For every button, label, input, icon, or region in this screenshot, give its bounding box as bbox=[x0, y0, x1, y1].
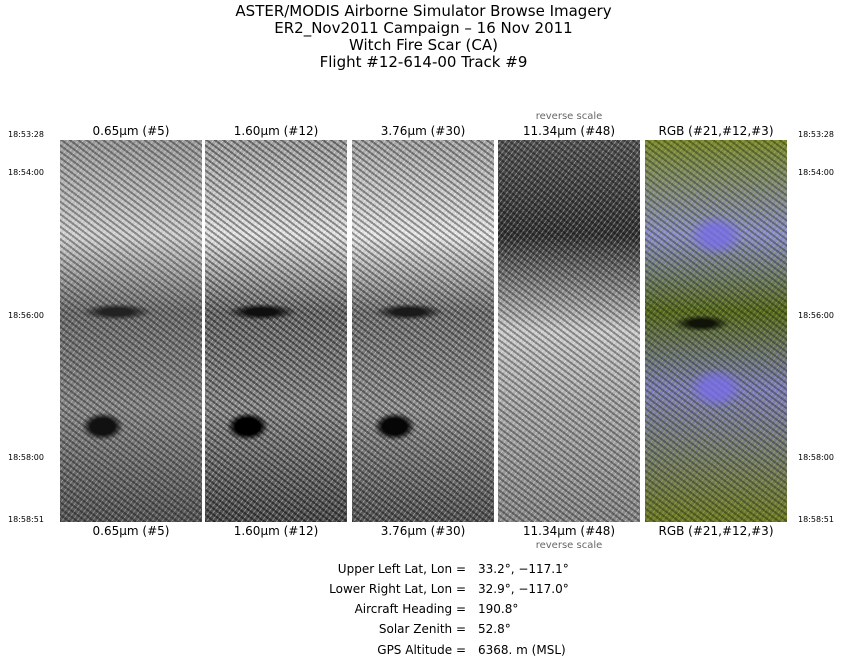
info-label: Aircraft Heading = bbox=[354, 602, 466, 616]
time-label: 18:58:51 bbox=[8, 515, 44, 524]
band-label: 3.76μm (#30) bbox=[380, 524, 466, 538]
title-line: ASTER/MODIS Airborne Simulator Browse Im… bbox=[235, 2, 612, 20]
band-label: 0.65μm (#5) bbox=[92, 524, 170, 538]
band-label: 3.76μm (#30) bbox=[380, 124, 466, 138]
time-label: 18:58:51 bbox=[798, 515, 834, 524]
scale-note: reverse scale bbox=[535, 111, 603, 122]
scale-note: reverse scale bbox=[535, 540, 603, 551]
band-label: 11.34μm (#48) bbox=[522, 524, 616, 538]
band-label: RGB (#21,#12,#3) bbox=[658, 524, 774, 538]
title-line: Witch Fire Scar (CA) bbox=[349, 36, 498, 54]
band-label: 1.60μm (#12) bbox=[233, 124, 319, 138]
band-label: RGB (#21,#12,#3) bbox=[658, 124, 774, 138]
time-label: 18:53:28 bbox=[798, 130, 834, 139]
image-panel bbox=[205, 140, 347, 522]
image-panel bbox=[645, 140, 787, 522]
band-label: 1.60μm (#12) bbox=[233, 524, 319, 538]
image-panel bbox=[498, 140, 640, 522]
info-label: Lower Right Lat, Lon = bbox=[329, 582, 466, 596]
time-label: 18:58:00 bbox=[8, 453, 44, 462]
time-label: 18:56:00 bbox=[8, 311, 44, 320]
time-label: 18:53:28 bbox=[8, 130, 44, 139]
info-value: 33.2°, −117.1° bbox=[478, 562, 569, 576]
time-label: 18:54:00 bbox=[798, 168, 834, 177]
band-label: 11.34μm (#48) bbox=[522, 124, 616, 138]
info-value: 6368. m (MSL) bbox=[478, 643, 566, 657]
image-panel bbox=[352, 140, 494, 522]
info-label: Solar Zenith = bbox=[378, 622, 466, 636]
time-label: 18:58:00 bbox=[798, 453, 834, 462]
time-label: 18:56:00 bbox=[798, 311, 834, 320]
info-value: 52.8° bbox=[478, 622, 511, 636]
info-label: Upper Left Lat, Lon = bbox=[337, 562, 466, 576]
title-line: ER2_Nov2011 Campaign – 16 Nov 2011 bbox=[274, 19, 573, 37]
image-panel bbox=[60, 140, 202, 522]
info-value: 190.8° bbox=[478, 602, 519, 616]
info-label: GPS Altitude = bbox=[377, 643, 466, 657]
time-label: 18:54:00 bbox=[8, 168, 44, 177]
title-line: Flight #12-614-00 Track #9 bbox=[319, 53, 528, 71]
band-label: 0.65μm (#5) bbox=[92, 124, 170, 138]
info-value: 32.9°, −117.0° bbox=[478, 582, 569, 596]
